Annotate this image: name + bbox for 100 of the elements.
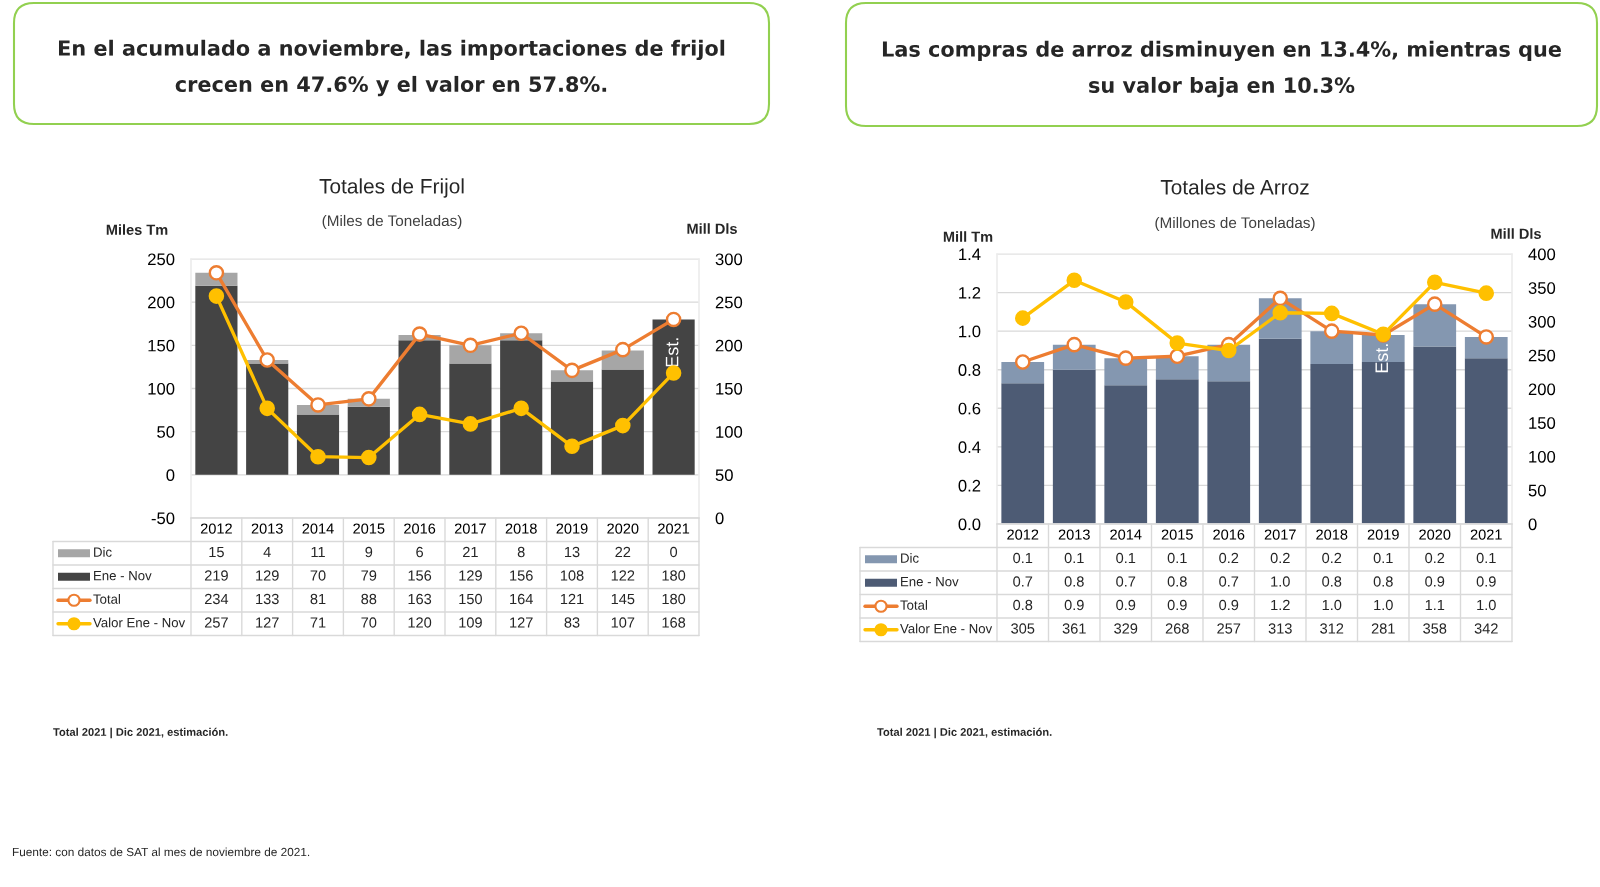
legend-label: Ene - Nov [94, 571, 152, 581]
x-tick-label: 2016 [404, 523, 436, 534]
y-tick-label: 0.0 [958, 518, 981, 531]
y2-tick-label: 0 [1528, 518, 1537, 531]
data-label: 0.1 [1476, 552, 1496, 564]
text: Total 2021 | Dic 2021, estimación. [877, 727, 1052, 739]
data-label: 121 [560, 593, 584, 605]
point [310, 448, 326, 465]
data-label: 21 [463, 546, 478, 558]
x-tick-label: 2021 [1470, 529, 1502, 540]
point [665, 311, 682, 328]
point [1478, 329, 1495, 345]
data-label: 305 [1011, 623, 1035, 634]
y2-tick-label: 150 [716, 382, 743, 395]
data-label: 127 [256, 617, 279, 628]
point [1014, 354, 1031, 370]
bar [1207, 381, 1251, 524]
data-label: 108 [560, 570, 584, 581]
data-label: 133 [256, 593, 279, 605]
bar [1413, 346, 1457, 524]
y2-tick-label: 50 [1528, 484, 1546, 497]
data-label: 0.8 [1373, 576, 1393, 587]
data-label: 0.1 [1116, 552, 1136, 564]
data-label: 0.9 [1167, 599, 1187, 611]
bar [449, 363, 492, 475]
data-label: 8 [517, 546, 525, 558]
y-tick-label: 0.8 [958, 364, 981, 376]
y-tick-label: 100 [148, 382, 175, 395]
data-label: 281 [1371, 623, 1395, 634]
data-label: 0.2 [1270, 552, 1290, 564]
x-tick-label: 2017 [1264, 529, 1296, 540]
point [1117, 350, 1134, 366]
y2-tick-label: 0 [715, 512, 724, 525]
y2-tick-label: 50 [715, 469, 733, 482]
data-label: 0.7 [1013, 576, 1033, 587]
y-axis-title: Miles Tm [106, 224, 168, 235]
bar [1155, 379, 1199, 524]
point [208, 265, 225, 281]
point [1066, 272, 1083, 289]
y2-tick-label: 200 [1528, 383, 1556, 396]
chart-subtitle: (Millones de Toneladas) [1155, 216, 1315, 232]
x-tick-label: 2016 [1213, 529, 1245, 540]
data-label: 1.0 [1322, 599, 1342, 611]
point [615, 341, 631, 358]
data-label: 361 [1062, 623, 1086, 634]
x-tick-label: 2015 [1161, 529, 1193, 540]
y-tick-label: 200 [148, 296, 175, 309]
point [208, 288, 225, 304]
point [259, 352, 275, 368]
point [1426, 274, 1443, 291]
x-tick-label: 2013 [1058, 529, 1090, 540]
data-label: 156 [510, 570, 533, 581]
y-tick-label: -50 [151, 512, 175, 525]
y2-tick-label: 300 [1528, 315, 1556, 328]
data-label: 0.2 [1219, 552, 1239, 564]
chart-title: Totales de Frijol [319, 178, 464, 198]
data-label: 0.2 [1425, 552, 1445, 564]
data-label: 1.0 [1374, 599, 1393, 611]
data-label: 0.2 [1322, 552, 1342, 564]
x-tick-label: 2018 [505, 523, 537, 534]
data-label: 342 [1474, 623, 1498, 634]
data-label: 145 [611, 593, 635, 605]
data-label: 79 [361, 570, 377, 581]
data-label: 180 [662, 570, 686, 581]
point [1426, 296, 1443, 312]
point [361, 391, 377, 407]
data-label: 234 [204, 593, 229, 605]
y2-tick-label: 400 [1528, 248, 1556, 261]
point [310, 397, 326, 413]
point [361, 449, 377, 466]
point [1014, 310, 1031, 326]
point [564, 438, 580, 455]
data-label: 22 [615, 546, 631, 558]
y2-tick-label: 100 [716, 426, 743, 438]
data-label: 156 [408, 570, 432, 581]
point [1323, 305, 1340, 322]
x-tick-label: 2013 [251, 523, 283, 534]
y2-tick-label: 250 [1528, 349, 1556, 362]
legend-label: Dic [94, 547, 112, 557]
data-label: 1.0 [1477, 599, 1496, 611]
x-tick-label: 2012 [1007, 529, 1039, 540]
y2-tick-label: 150 [1529, 417, 1556, 429]
bar [601, 369, 644, 475]
x-tick-label: 2015 [353, 523, 385, 534]
y2-tick-label: 250 [715, 296, 743, 309]
x-tick-label: 2020 [607, 523, 639, 534]
chart-title: Totales de Arroz [1160, 179, 1309, 195]
bar [1001, 383, 1045, 524]
data-label: 0.8 [1322, 576, 1342, 587]
y-axis-title: Mill Tm [943, 231, 993, 242]
data-label: 6 [416, 546, 424, 558]
chart-subtitle: (Miles de Toneladas) [322, 214, 462, 230]
data-label: 122 [611, 570, 635, 581]
data-label: 0.1 [1373, 552, 1393, 564]
data-label: 329 [1114, 623, 1138, 634]
bar [1310, 331, 1354, 364]
legend-label: Valor Ene - Nov [93, 617, 186, 628]
y-tick-label: 50 [157, 426, 175, 438]
point [411, 326, 428, 342]
y2-axis-title: Mill Dls [687, 223, 737, 234]
